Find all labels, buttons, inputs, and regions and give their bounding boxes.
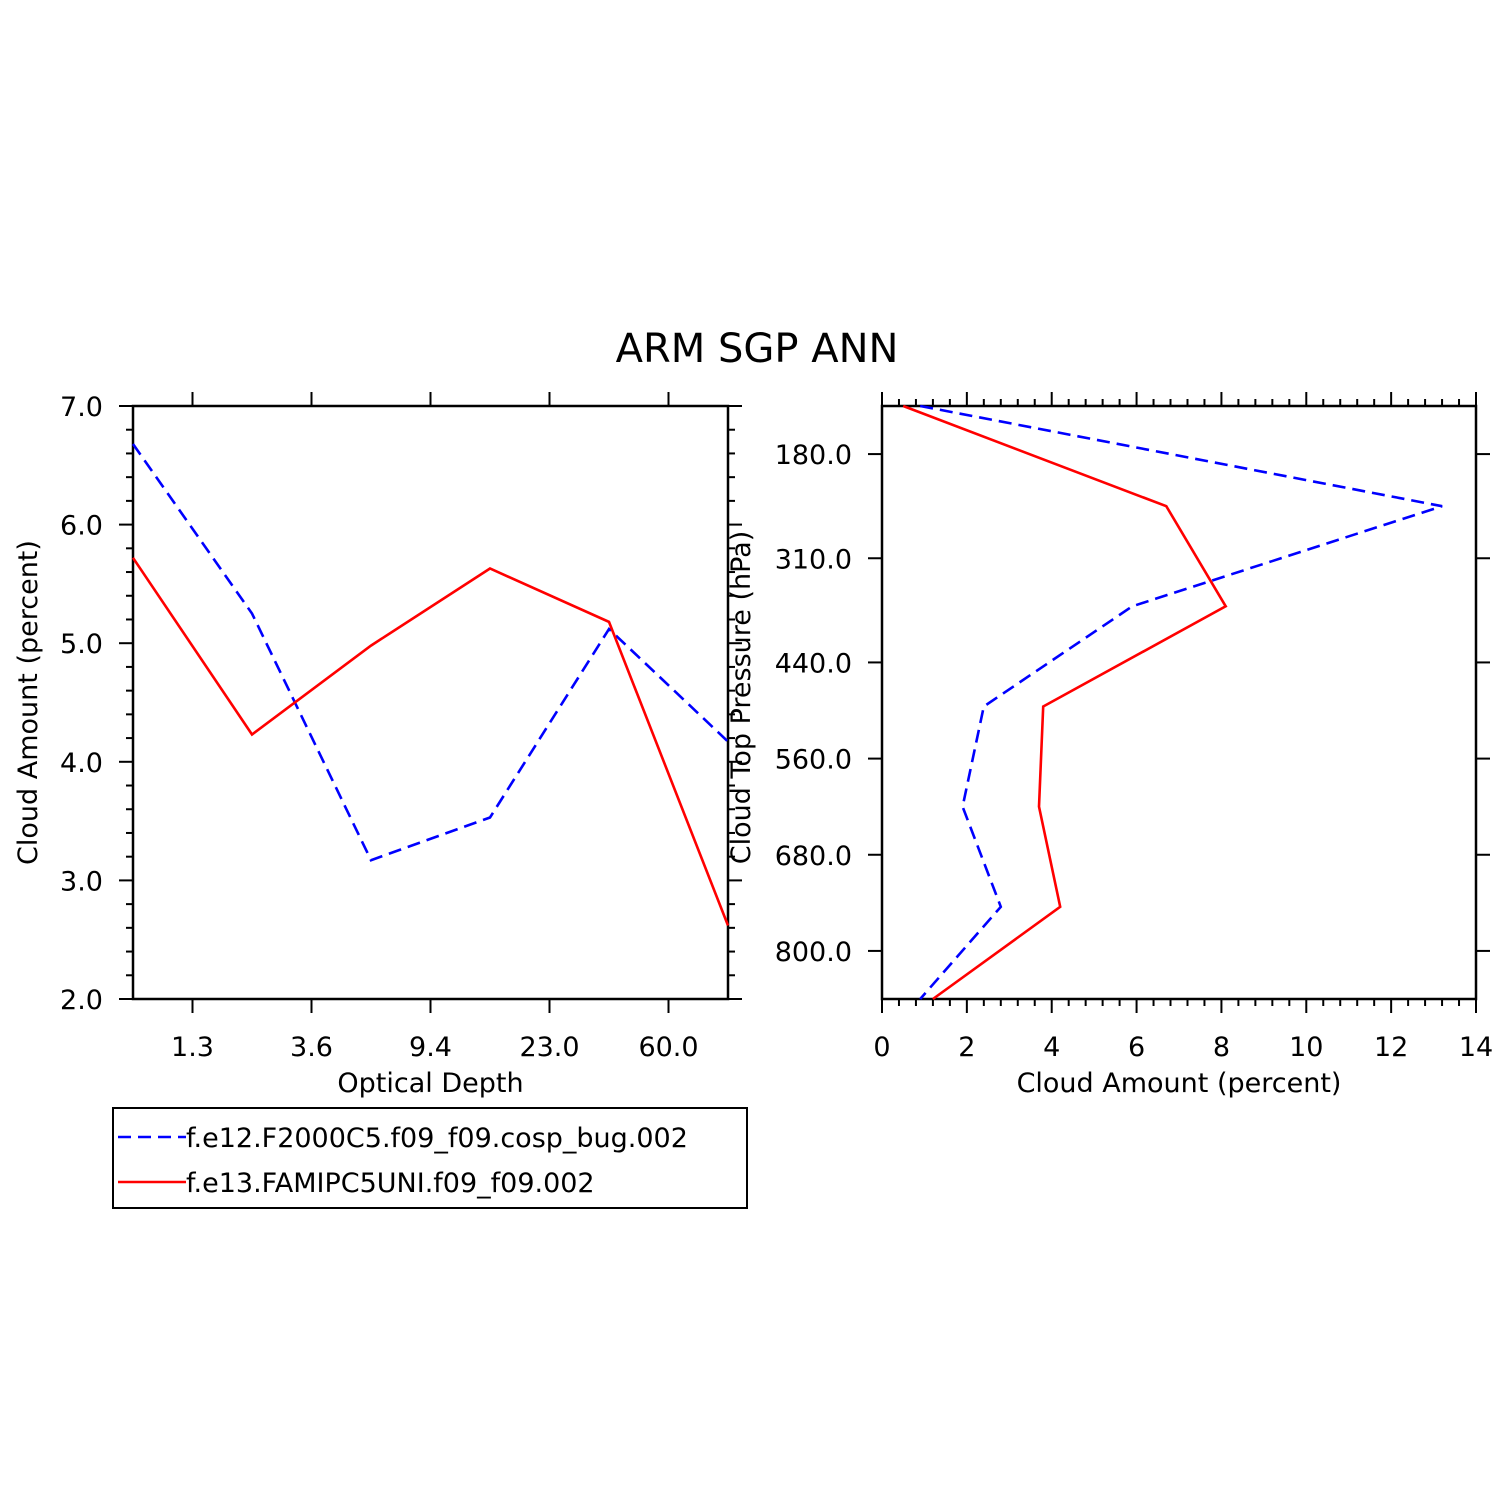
left-y-axis-label: Cloud Amount (percent) xyxy=(13,540,44,865)
left-series-red-line xyxy=(131,557,730,926)
right-x-tick-label: 0 xyxy=(873,1032,890,1063)
left-plot-frame xyxy=(131,404,730,1001)
legend: f.e12.F2000C5.f09_f09.cosp_bug.002 f.e13.… xyxy=(112,1107,748,1209)
left-y-tick-label: 7.0 xyxy=(60,392,103,423)
left-y-tick-label: 2.0 xyxy=(60,985,103,1016)
right-x-axis-label: Cloud Amount (percent) xyxy=(1017,1068,1342,1099)
right-x-tick-label: 12 xyxy=(1374,1032,1408,1063)
left-plot: 2.0 3.0 4.0 5.0 6.0 7.0 1.3 3.6 9.4 23.0 60.0 Optic… xyxy=(13,392,742,1099)
right-x-tick-label: 10 xyxy=(1289,1032,1323,1063)
right-y-tick-label: 310.0 xyxy=(775,544,852,575)
left-series-blue-line xyxy=(131,443,729,862)
left-y-tick-label: 5.0 xyxy=(60,629,103,660)
right-y-axis-label: Cloud Top Pressure (hPa) xyxy=(726,531,757,865)
left-x-tick-label: 23.0 xyxy=(519,1032,579,1063)
left-x-tick-label: 1.3 xyxy=(171,1032,214,1063)
right-y-tick-label: 440.0 xyxy=(775,648,852,679)
legend-label: f.e13.FAMIPC5UNI.f09_f09.002 xyxy=(186,1168,595,1199)
right-series-blue-line xyxy=(919,404,1443,1000)
legend-box xyxy=(112,1107,748,1209)
left-y-tick-label: 4.0 xyxy=(60,748,103,779)
left-x-tick-label: 3.6 xyxy=(290,1032,333,1063)
right-series-red-line xyxy=(902,404,1228,1001)
right-y-tick-label: 680.0 xyxy=(775,841,852,872)
right-x-tick-label: 6 xyxy=(1128,1032,1145,1063)
left-y-tick-label: 6.0 xyxy=(60,511,103,542)
right-x-tick-label: 2 xyxy=(958,1032,975,1063)
legend-label: f.e12.F2000C5.f09_f09.cosp_bug.002 xyxy=(186,1123,688,1154)
right-plot-frame xyxy=(880,404,1478,1001)
right-y-tick-label: 800.0 xyxy=(775,937,852,968)
right-y-tick-label: 180.0 xyxy=(775,440,852,471)
right-x-tick-label: 8 xyxy=(1213,1032,1230,1063)
left-x-tick-label: 9.4 xyxy=(409,1032,452,1063)
right-y-tick-label: 560.0 xyxy=(775,745,852,776)
right-x-tick-label: 14 xyxy=(1459,1032,1493,1063)
left-x-tick-label: 60.0 xyxy=(638,1032,698,1063)
right-plot: 0 2 4 6 8 10 12 14 180.0 310.0 440.0 560.0 680.0 800.… xyxy=(726,392,1493,1099)
left-y-tick-label: 3.0 xyxy=(60,866,103,897)
chart-title: ARM SGP ANN xyxy=(616,326,899,372)
right-x-tick-label: 4 xyxy=(1043,1032,1060,1063)
left-x-axis-label: Optical Depth xyxy=(337,1068,523,1099)
